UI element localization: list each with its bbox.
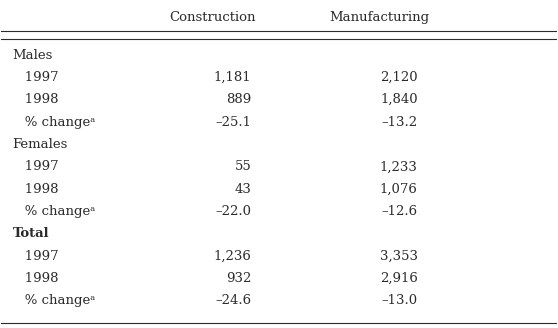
Text: % changeᵃ: % changeᵃ [12,295,96,307]
Text: Total: Total [12,227,49,240]
Text: Females: Females [12,138,68,151]
Text: 1,233: 1,233 [380,160,418,173]
Text: –13.0: –13.0 [382,295,418,307]
Text: –22.0: –22.0 [215,205,251,218]
Text: 55: 55 [234,160,251,173]
Text: 43: 43 [234,183,251,196]
Text: –12.6: –12.6 [382,205,418,218]
Text: 1997: 1997 [12,160,59,173]
Text: % changeᵃ: % changeᵃ [12,116,96,129]
Text: 2,120: 2,120 [380,71,418,84]
Text: Males: Males [12,49,53,62]
Text: 2,916: 2,916 [380,272,418,285]
Text: –25.1: –25.1 [215,116,251,129]
Text: 1997: 1997 [12,250,59,263]
Text: 3,353: 3,353 [380,250,418,263]
Text: 1997: 1997 [12,71,59,84]
Text: –24.6: –24.6 [215,295,251,307]
Text: 932: 932 [226,272,251,285]
Text: % changeᵃ: % changeᵃ [12,205,96,218]
Text: 1998: 1998 [12,93,59,106]
Text: 1998: 1998 [12,183,59,196]
Text: 1998: 1998 [12,272,59,285]
Text: Manufacturing: Manufacturing [329,11,429,24]
Text: 1,076: 1,076 [380,183,418,196]
Text: –13.2: –13.2 [382,116,418,129]
Text: 1,181: 1,181 [214,71,251,84]
Text: 1,236: 1,236 [213,250,251,263]
Text: Construction: Construction [169,11,256,24]
Text: 889: 889 [226,93,251,106]
Text: 1,840: 1,840 [380,93,418,106]
